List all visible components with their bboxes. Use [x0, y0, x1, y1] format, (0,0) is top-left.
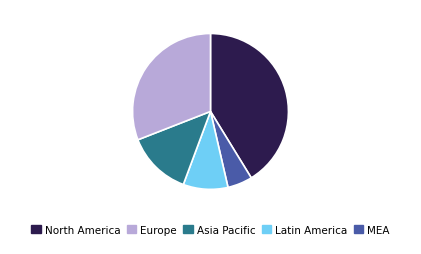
Wedge shape	[210, 34, 288, 178]
Wedge shape	[210, 112, 251, 188]
Wedge shape	[133, 34, 210, 140]
Legend: North America, Europe, Asia Pacific, Latin America, MEA: North America, Europe, Asia Pacific, Lat…	[27, 220, 394, 239]
Wedge shape	[138, 112, 210, 185]
Wedge shape	[183, 112, 228, 190]
